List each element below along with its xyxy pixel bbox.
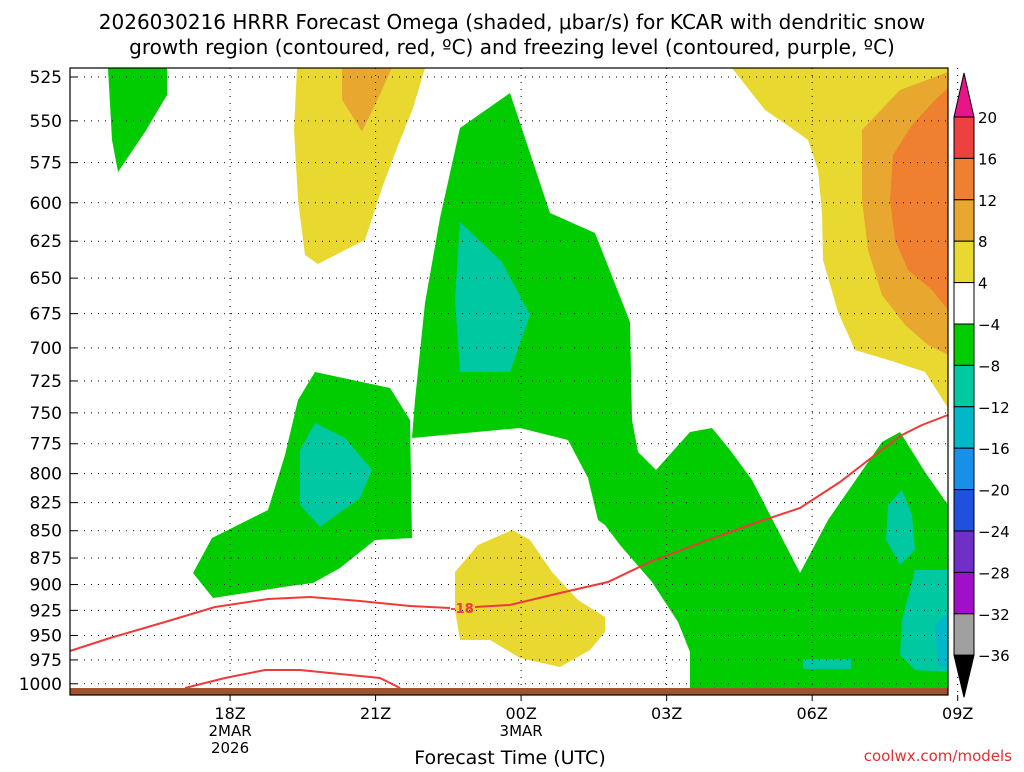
- omega-fill-orange-right: [890, 88, 948, 310]
- colorbar-label: −20: [978, 482, 1010, 500]
- y-tick-label: 550: [30, 112, 62, 132]
- colorbar-swatch: [953, 571, 975, 615]
- colorbar-label: 16: [978, 150, 997, 168]
- x-tick-label: 06Z: [797, 704, 828, 723]
- y-tick-label: 950: [30, 626, 62, 646]
- chart-title-line-1: 2026030216 HRRR Forecast Omega (shaded, …: [99, 10, 925, 34]
- x-tick-sublabel: 2MAR: [208, 722, 251, 740]
- colorbar-label: −4: [978, 316, 1000, 334]
- omega-fill-orange-upper: [342, 68, 392, 132]
- colorbar-swatch: [953, 157, 975, 201]
- colorbar-swatch: [953, 240, 975, 284]
- colorbar-swatch: [953, 530, 975, 573]
- y-tick-label: 600: [30, 194, 62, 214]
- colorbar-swatch: [953, 613, 975, 656]
- x-axis-label: Forecast Time (UTC): [414, 747, 605, 768]
- omega-fill-teal-central: [455, 222, 530, 372]
- colorbar-label: −28: [978, 564, 1010, 582]
- y-tick-label: 850: [30, 522, 62, 542]
- colorbar-swatch: [953, 406, 975, 449]
- y-tick-label: 975: [30, 651, 62, 671]
- x-tick-label: 03Z: [651, 704, 682, 723]
- colorbar-overflow-low: [953, 654, 975, 698]
- y-tick-label: 875: [30, 549, 62, 569]
- y-tick-label: 800: [30, 465, 62, 485]
- y-tick-label: 750: [30, 404, 62, 424]
- colorbar-swatch: [953, 116, 975, 159]
- y-tick-label: 1000: [19, 675, 62, 695]
- colorbar-swatch: [953, 323, 975, 366]
- omega-fill-teal-left: [300, 423, 372, 527]
- colorbar: 20 16 12 8 4 −4 −8 −12 −16 −20 −24 −28 −32 −36: [953, 72, 1010, 698]
- omega-shading: [108, 68, 948, 688]
- x-tick-label: 18Z: [214, 704, 245, 723]
- omega-fill-yellow-lower: [455, 530, 605, 667]
- omega-fill-cyan-right: [935, 612, 948, 668]
- colorbar-label: −12: [978, 399, 1010, 417]
- omega-fill-yellow-upper: [294, 68, 425, 264]
- y-tick-label: 725: [30, 372, 62, 392]
- colorbar-label: −32: [978, 606, 1010, 624]
- y-tick-label: 575: [30, 154, 62, 174]
- colorbar-label: −24: [978, 523, 1010, 541]
- omega-fill-green-central: [412, 93, 948, 688]
- y-tick-label: 650: [30, 269, 62, 289]
- chart-title-line-2: growth region (contoured, red, ºC) and f…: [129, 35, 895, 59]
- colorbar-label: 20: [978, 109, 997, 127]
- y-tick-label: 675: [30, 305, 62, 325]
- y-tick-label: 625: [30, 232, 62, 252]
- y-tick-label: 900: [30, 576, 62, 596]
- omega-fill-green-topleft: [108, 68, 167, 172]
- colorbar-swatch: [953, 489, 975, 532]
- y-tick-label: 775: [30, 435, 62, 455]
- colorbar-label: 8: [978, 233, 988, 251]
- dgz-contour-line: [69, 414, 949, 652]
- credit-text: coolwx.com/models: [864, 747, 1012, 765]
- colorbar-label: −16: [978, 440, 1010, 458]
- x-tick-label: 00Z: [505, 704, 536, 723]
- ground-band: [70, 688, 948, 695]
- colorbar-label: −36: [978, 647, 1010, 665]
- colorbar-overflow-high: [953, 72, 975, 118]
- colorbar-swatch: [953, 282, 975, 325]
- omega-fill-teal-right-2: [900, 570, 948, 672]
- dgz-contour-loop: [184, 669, 401, 689]
- plot-frame: [69, 67, 949, 696]
- y-axis: 525 550 575 600 625 650 675 700 725 750 775 800 825 8…: [19, 68, 77, 695]
- x-tick-sublabel: 2026: [211, 739, 249, 757]
- x-tick-sublabel: 3MAR: [500, 722, 543, 740]
- y-tick-label: 525: [30, 68, 62, 88]
- colorbar-label: −8: [978, 357, 1000, 375]
- x-tick-label: 21Z: [360, 704, 391, 723]
- dgz-contour-label: -18: [450, 602, 474, 617]
- omega-fill-teal-small: [803, 659, 851, 669]
- colorbar-swatch: [953, 199, 975, 242]
- y-tick-label: 825: [30, 494, 62, 514]
- omega-fill-teal-right-1: [886, 490, 915, 565]
- y-tick-label: 925: [30, 601, 62, 621]
- colorbar-swatch: [953, 364, 975, 408]
- x-tick-label: 09Z: [942, 704, 973, 723]
- colorbar-label: 12: [978, 192, 997, 210]
- colorbar-label: 4: [978, 275, 988, 293]
- y-tick-label: 700: [30, 339, 62, 359]
- colorbar-swatch: [953, 447, 975, 491]
